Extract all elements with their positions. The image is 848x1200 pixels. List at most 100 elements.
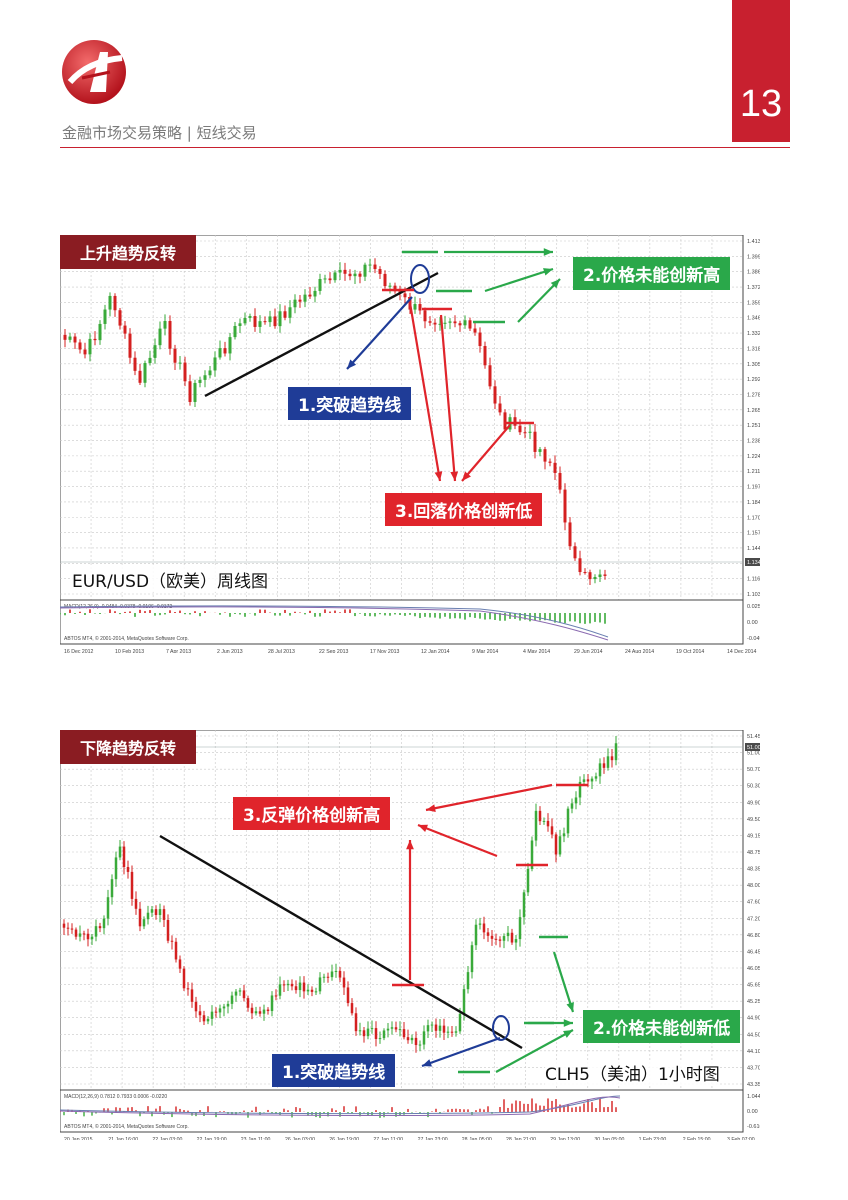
eurusd-candle-body	[548, 461, 552, 463]
clh5-candle-body	[506, 932, 510, 937]
clh5-candle-body	[86, 933, 90, 940]
clh5-candle-body	[350, 1003, 354, 1014]
y-tick-label: 48.75	[747, 850, 760, 856]
y-tick-label: 1.27840	[747, 392, 760, 398]
y-tick-label: 50.70	[747, 767, 760, 773]
y-tick-label: 44.90	[747, 1016, 760, 1022]
clh5-candle-body	[474, 924, 478, 946]
clh5-candle-body	[502, 936, 506, 941]
x-tick-label: 16 Dec 2012	[64, 649, 94, 653]
y-tick-label: 43.35	[747, 1082, 760, 1088]
chart-clh5-hourly: 51.45 51.00 50.70 50.30 49.90 49.50 49.15 48.75…	[60, 730, 760, 1140]
eurusd-candle-body	[183, 362, 187, 382]
clh5-candle-body	[294, 986, 298, 991]
clh5-candle-body	[334, 970, 338, 972]
eurusd-candle-body	[468, 320, 472, 329]
clh5-candle-body	[378, 1038, 382, 1040]
x-tick-label: 20 Jan 2015	[64, 1137, 93, 1140]
eurusd-candle-body	[153, 345, 157, 358]
y-tick-label: 46.05	[747, 966, 760, 972]
eurusd-candle-body	[203, 375, 207, 380]
y-tick-label: 48.35	[747, 867, 760, 873]
y-tick-label: 47.60	[747, 900, 760, 906]
arrow-break	[421, 1036, 501, 1068]
clh5-candle-body	[342, 977, 346, 988]
clh5-candle-body	[606, 756, 610, 768]
eurusd-candle-body	[133, 357, 137, 371]
y-tick-label: 1.39960	[747, 254, 760, 260]
eurusd-candle-body	[518, 425, 522, 433]
macd-panel-frame	[60, 1089, 744, 1133]
y-tick-label: 43.70	[747, 1065, 760, 1071]
y-tick-label: 50.30	[747, 784, 760, 790]
eurusd-candle-body	[243, 317, 247, 324]
copyright-label: ABTOS MT4, © 2001-2014, MetaQuotes Softw…	[64, 635, 189, 642]
clh5-candle-body	[366, 1028, 370, 1037]
clh5-candle-body	[218, 1008, 222, 1013]
macd-tick-label: 0.0255	[747, 604, 760, 610]
clh5-candle-body	[178, 959, 182, 969]
macd-main-line	[60, 1096, 621, 1117]
y-tick-label: 1.33240	[747, 331, 760, 337]
y-tick-label: 1.26520	[747, 408, 760, 414]
clh5-candle-body	[122, 846, 126, 867]
y-tick-label: 49.15	[747, 833, 760, 839]
clh5-candle-body	[546, 820, 550, 827]
x-tick-label: 19 Oct 2014	[676, 649, 704, 653]
x-tick-label: 3 Feb 07:00	[727, 1137, 755, 1140]
eurusd-candle-body	[598, 574, 602, 578]
arrow-low-3	[461, 424, 511, 482]
eurusd-candle-body	[363, 264, 367, 277]
eurusd-candle-body	[308, 294, 312, 297]
clh5-candle-body	[266, 1009, 270, 1012]
clh5-candle-body	[490, 935, 494, 939]
clh5-candle-body	[486, 932, 490, 936]
clh5-candle-body	[354, 1013, 358, 1032]
eurusd-candle-body	[278, 311, 282, 327]
clh5-candle-body	[386, 1028, 390, 1031]
clh5-candle-body	[410, 1037, 414, 1041]
clh5-candle-body	[590, 778, 594, 782]
eurusd-candle-body	[163, 321, 167, 329]
y-tick-label: 1.29200	[747, 377, 760, 383]
eurusd-candle-body	[523, 432, 527, 434]
clh5-candle-body	[414, 1037, 418, 1046]
clh5-candle-body	[510, 932, 514, 943]
y-tick-label: 45.65	[747, 983, 760, 989]
eurusd-candle-body	[233, 325, 237, 338]
eurusd-candle-body	[403, 293, 407, 298]
arrow-high-2-head	[418, 824, 428, 832]
eurusd-candle-body	[348, 273, 352, 277]
clh5-candle-body	[382, 1030, 386, 1039]
current-price-tag	[745, 743, 760, 751]
clh5-candle-body	[390, 1027, 394, 1029]
arrow-high-2	[484, 267, 554, 293]
arrow-high-3	[425, 783, 553, 812]
eurusd-candle-body	[303, 294, 307, 302]
arrow-break	[346, 296, 413, 370]
arrow-low-3	[552, 951, 575, 1013]
eurusd-candle-body	[238, 323, 242, 326]
eurusd-candle-body	[318, 278, 322, 291]
clh5-candle-body	[430, 1024, 434, 1026]
eurusd-candle-body	[113, 295, 117, 311]
y-tick-label: 1.14400	[747, 546, 760, 552]
clh5-candle-body	[394, 1027, 398, 1030]
clh5-candle-body	[526, 868, 530, 893]
eurusd-candle-body	[478, 332, 482, 347]
eurusd-candle-body	[463, 320, 467, 326]
x-tick-label: 29 Jun 2014	[574, 649, 603, 653]
clh5-candle-body	[282, 984, 286, 986]
eurusd-candle-body	[123, 325, 127, 334]
clh5-candle-body	[138, 908, 142, 927]
eurusd-candle-body	[298, 299, 302, 302]
y-tick-label: 47.20	[747, 916, 760, 922]
clh5-candle-body	[258, 1011, 262, 1014]
clh5-candle-body	[262, 1009, 266, 1014]
eurusd-candle-body	[443, 322, 447, 324]
y-tick-label: 1.35920	[747, 300, 760, 306]
eurusd-candle-body	[208, 370, 212, 376]
clh5-candle-body	[102, 918, 106, 929]
x-tick-label: 21 Jan 16:00	[108, 1137, 138, 1140]
clh5-candle-body	[446, 1031, 450, 1033]
